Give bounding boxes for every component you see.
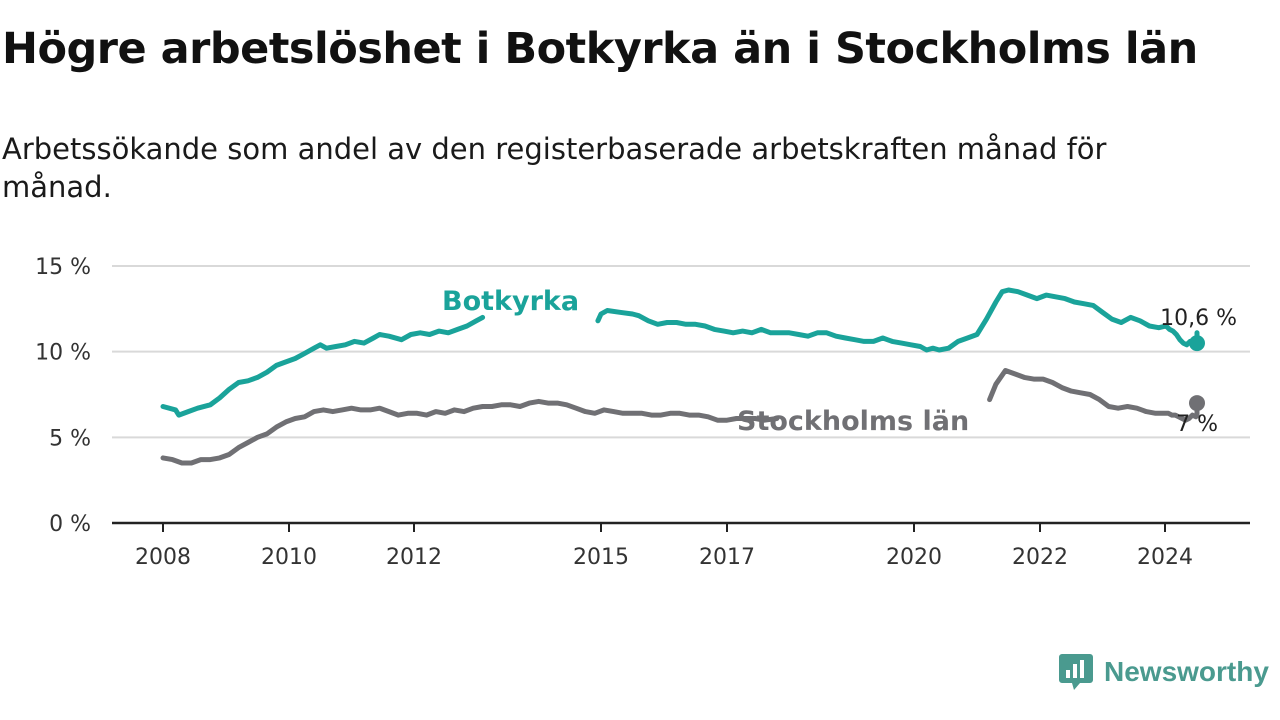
newsworthy-icon	[1059, 654, 1093, 690]
x-tick-label: 2012	[386, 545, 442, 570]
series-labels: Botkyrka Stockholms län 10,6 % 7 %	[442, 286, 1237, 437]
series-line-botkyrka	[595, 287, 1200, 353]
x-tick-label: 2024	[1137, 545, 1193, 570]
x-tick-label: 2022	[1012, 545, 1068, 570]
y-tick-label: 10 %	[35, 341, 91, 366]
y-tick-label: 5 %	[49, 426, 91, 451]
chart-title: Högre arbetslöshet i Botkyrka än i Stock…	[2, 24, 1198, 74]
series-line-stockholm	[987, 368, 1200, 423]
series-line-botkyrka	[160, 314, 486, 418]
x-tick-label: 2017	[699, 545, 755, 570]
gridlines	[112, 265, 1250, 525]
x-tick-label: 2010	[261, 545, 317, 570]
newsworthy-logo: Newsworthy	[1058, 652, 1269, 692]
series-label-botkyrka: Botkyrka	[442, 286, 579, 317]
series-line-stockholm	[160, 398, 780, 466]
line-chart: 0 %5 %10 %15 % 2008 2010 2012 2015 2017 2020 2…	[35, 255, 1250, 570]
x-tick-label: 2008	[135, 545, 191, 570]
y-tick-label: 15 %	[35, 255, 91, 280]
x-tick-label: 2015	[573, 545, 629, 570]
x-tick-label: 2020	[886, 545, 942, 570]
y-axis: 0 % 5 % 10 % 15 %	[35, 255, 91, 537]
x-axis: 2008 2010 2012 2015 2017 2020 2022 2024	[135, 523, 1193, 570]
y-tick-label: 0 %	[49, 512, 91, 537]
end-point-stockholm	[1189, 395, 1205, 412]
end-label-stockholm: 7 %	[1176, 412, 1218, 437]
series-label-stockholm: Stockholms län	[737, 406, 969, 437]
chart-subtitle: Arbetssökande som andel av den registerb…	[2, 132, 1107, 204]
end-label-botkyrka: 10,6 %	[1160, 306, 1237, 331]
brand-name: Newsworthy	[1104, 656, 1269, 687]
series-lines	[160, 287, 1205, 466]
end-point-botkyrka	[1189, 335, 1205, 352]
